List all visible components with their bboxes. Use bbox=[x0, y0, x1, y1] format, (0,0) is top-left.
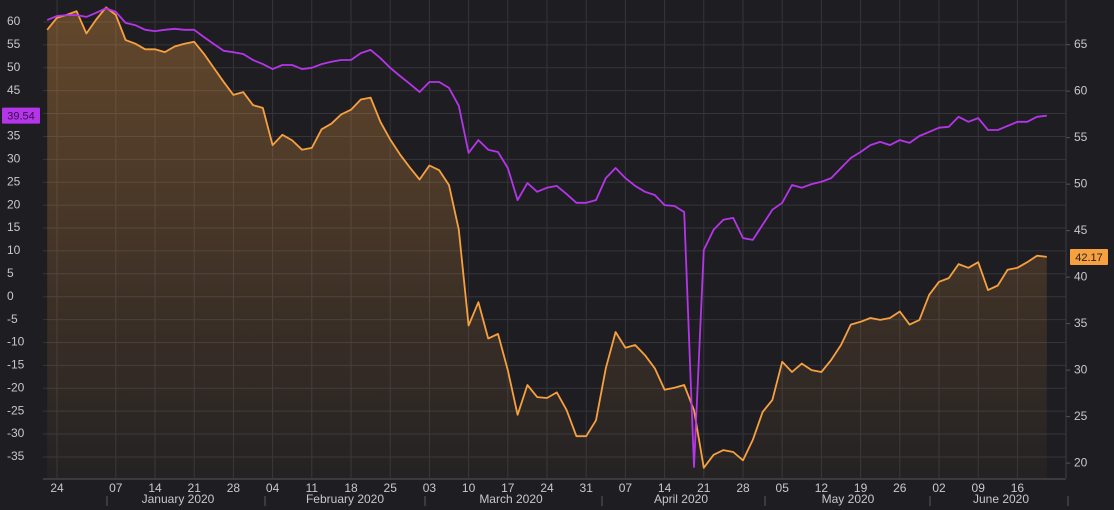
line bbox=[46, 6, 1047, 469]
x-tick-label: 07 bbox=[619, 481, 633, 495]
value-badge bbox=[2, 107, 40, 124]
y-tick-label: 10 bbox=[7, 243, 21, 257]
y-tick-label: -25 bbox=[7, 403, 25, 417]
x-tick-label: 02 bbox=[932, 481, 946, 495]
y-tick-label: 30 bbox=[7, 152, 21, 166]
x-tick-label: 19 bbox=[854, 481, 868, 495]
x-tick-label: 10 bbox=[462, 481, 476, 495]
y2-tick-label: 25 bbox=[1074, 409, 1088, 423]
x-tick-label: 26 bbox=[893, 481, 907, 495]
y-tick-label: 60 bbox=[7, 14, 21, 28]
y2-tick-label: 55 bbox=[1074, 130, 1088, 144]
y-tick-label: 55 bbox=[7, 37, 21, 51]
x-group-label: April 2020 bbox=[654, 492, 708, 506]
y2-tick-label: 30 bbox=[1074, 362, 1088, 376]
x-tick-label: 16 bbox=[1011, 481, 1025, 495]
y-tick-label: 25 bbox=[7, 174, 21, 188]
x-tick-label: 03 bbox=[423, 481, 437, 495]
y-tick-label: -5 bbox=[7, 312, 18, 326]
y2-tick-label: 60 bbox=[1074, 83, 1088, 97]
x-tick-label: 17 bbox=[501, 481, 515, 495]
value-badge bbox=[1070, 248, 1108, 265]
x-group-label: May 2020 bbox=[822, 492, 875, 506]
x-group-label: June 2020 bbox=[973, 492, 1029, 506]
x-tick-label: 21 bbox=[188, 481, 202, 495]
x-tick-label: 04 bbox=[266, 481, 280, 495]
x-tick-label: 25 bbox=[384, 481, 398, 495]
x-tick-label: 14 bbox=[148, 481, 162, 495]
x-group-label: March 2020 bbox=[479, 492, 543, 506]
x-group-label: February 2020 bbox=[306, 492, 384, 506]
x-group-label: January 2020 bbox=[142, 492, 215, 506]
y-tick-label: -35 bbox=[7, 449, 25, 463]
value-label: 39.54 bbox=[7, 111, 35, 123]
x-tick-label: 21 bbox=[697, 481, 711, 495]
y2-tick-label: 35 bbox=[1074, 316, 1088, 330]
area bbox=[47, 7, 1047, 479]
x-tick-label: 11 bbox=[306, 481, 319, 495]
y-tick-label: -15 bbox=[7, 358, 25, 372]
y-tick-label: 15 bbox=[7, 220, 21, 234]
y2-tick-label: 65 bbox=[1074, 37, 1088, 51]
x-tick-label: 24 bbox=[540, 481, 554, 495]
x-tick-label: 18 bbox=[344, 481, 358, 495]
x-tick-label: 28 bbox=[227, 481, 241, 495]
y-tick-label: -30 bbox=[7, 426, 25, 440]
y2-tick-label: 50 bbox=[1074, 176, 1088, 190]
y-tick-label: 35 bbox=[7, 129, 21, 143]
x-tick-label: 09 bbox=[972, 481, 986, 495]
y2-tick-label: 40 bbox=[1074, 269, 1088, 283]
y-tick-label: 5 bbox=[7, 266, 14, 280]
x-tick-label: 05 bbox=[776, 481, 790, 495]
value-label: 42.17 bbox=[1075, 252, 1103, 264]
x-tick-label: 31 bbox=[580, 481, 594, 495]
x-tick-label: 14 bbox=[658, 481, 672, 495]
y-tick-label: -20 bbox=[7, 380, 25, 394]
x-tick-label: 12 bbox=[815, 481, 829, 495]
x-tick-label: 07 bbox=[109, 481, 123, 495]
y-tick-label: -10 bbox=[7, 335, 25, 349]
y-tick-label: 50 bbox=[7, 60, 21, 74]
y-tick-label: 20 bbox=[7, 197, 21, 211]
line bbox=[46, 7, 1047, 468]
x-tick-label: 24 bbox=[50, 481, 64, 495]
y2-tick-label: 20 bbox=[1074, 455, 1088, 469]
x-tick-label: 28 bbox=[736, 481, 750, 495]
y-tick-label: 0 bbox=[7, 289, 14, 303]
y2-tick-label: 45 bbox=[1074, 223, 1088, 237]
y-tick-label: 45 bbox=[7, 83, 21, 97]
